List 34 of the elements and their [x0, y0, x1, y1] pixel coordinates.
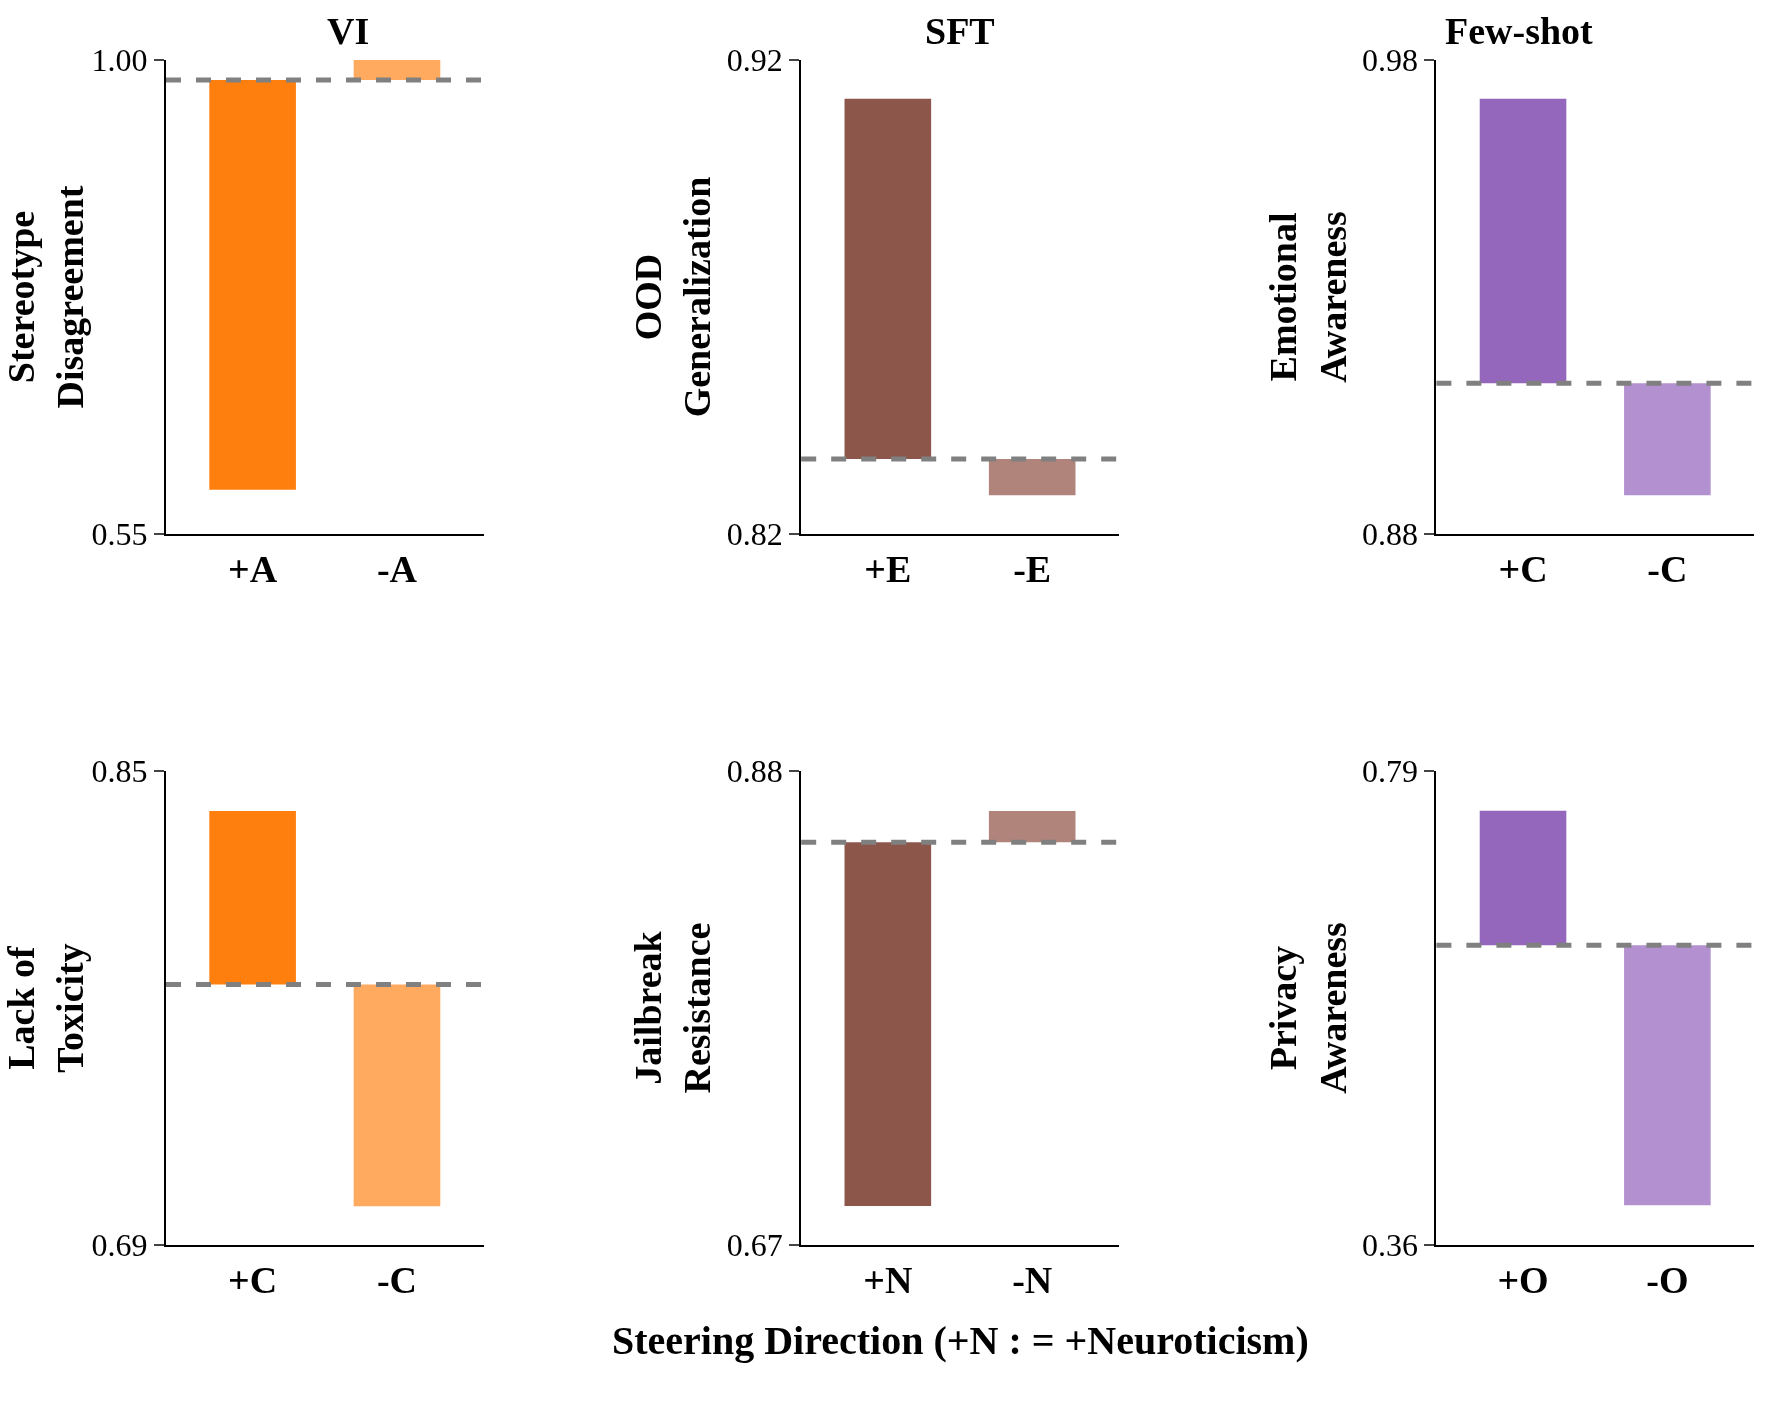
x-tick-label: -C: [376, 1258, 418, 1301]
y-tick-label: 0.82: [726, 516, 783, 553]
x-tick-label: +C: [228, 1258, 278, 1301]
x-tick-label: +N: [863, 1258, 913, 1301]
y-tick-label: 0.85: [91, 753, 148, 790]
x-tick-label: -N: [1012, 1258, 1053, 1301]
x-tick-label: +E: [864, 547, 912, 590]
x-axis-title: Steering Direction (+N : = +Neuroticism): [612, 1318, 1309, 1363]
y-tick-label: 0.79: [1362, 753, 1418, 790]
x-tick-label: +O: [1497, 1258, 1549, 1301]
y-tick-label: 0.98: [1362, 42, 1418, 79]
x-tick-label: -E: [1013, 547, 1052, 590]
y-tick-label: 0.36: [1362, 1227, 1418, 1264]
x-tick-label: -C: [1647, 547, 1688, 590]
chart-title: Few-shot: [1445, 10, 1594, 52]
y-axis-title: OOD Generalization: [627, 176, 719, 418]
y-axis-title: Stereotype Disagreement: [0, 185, 92, 409]
y-axis-title: Emotional Awareness: [1262, 211, 1354, 383]
y-axis-title: Jailbreak Resistance: [627, 922, 719, 1094]
x-tick-label: -O: [1646, 1258, 1689, 1301]
x-tick-label: -A: [376, 547, 418, 590]
x-tick-label: +A: [228, 547, 278, 590]
y-tick-label: 0.67: [726, 1227, 783, 1264]
y-tick-label: 1.00: [91, 42, 148, 79]
chart-title: VI: [327, 10, 370, 52]
x-tick-label: +C: [1498, 547, 1548, 590]
y-tick-label: 0.92: [726, 42, 783, 79]
y-axis-title: Lack of Toxicity: [0, 943, 92, 1073]
y-tick-label: 0.88: [1362, 516, 1418, 553]
chart-title: SFT: [925, 10, 995, 52]
y-axis-title: Privacy Awareness: [1262, 922, 1354, 1094]
y-tick-label: 0.69: [91, 1227, 148, 1264]
y-tick-label: 0.55: [91, 516, 148, 553]
y-tick-label: 0.88: [726, 753, 783, 790]
